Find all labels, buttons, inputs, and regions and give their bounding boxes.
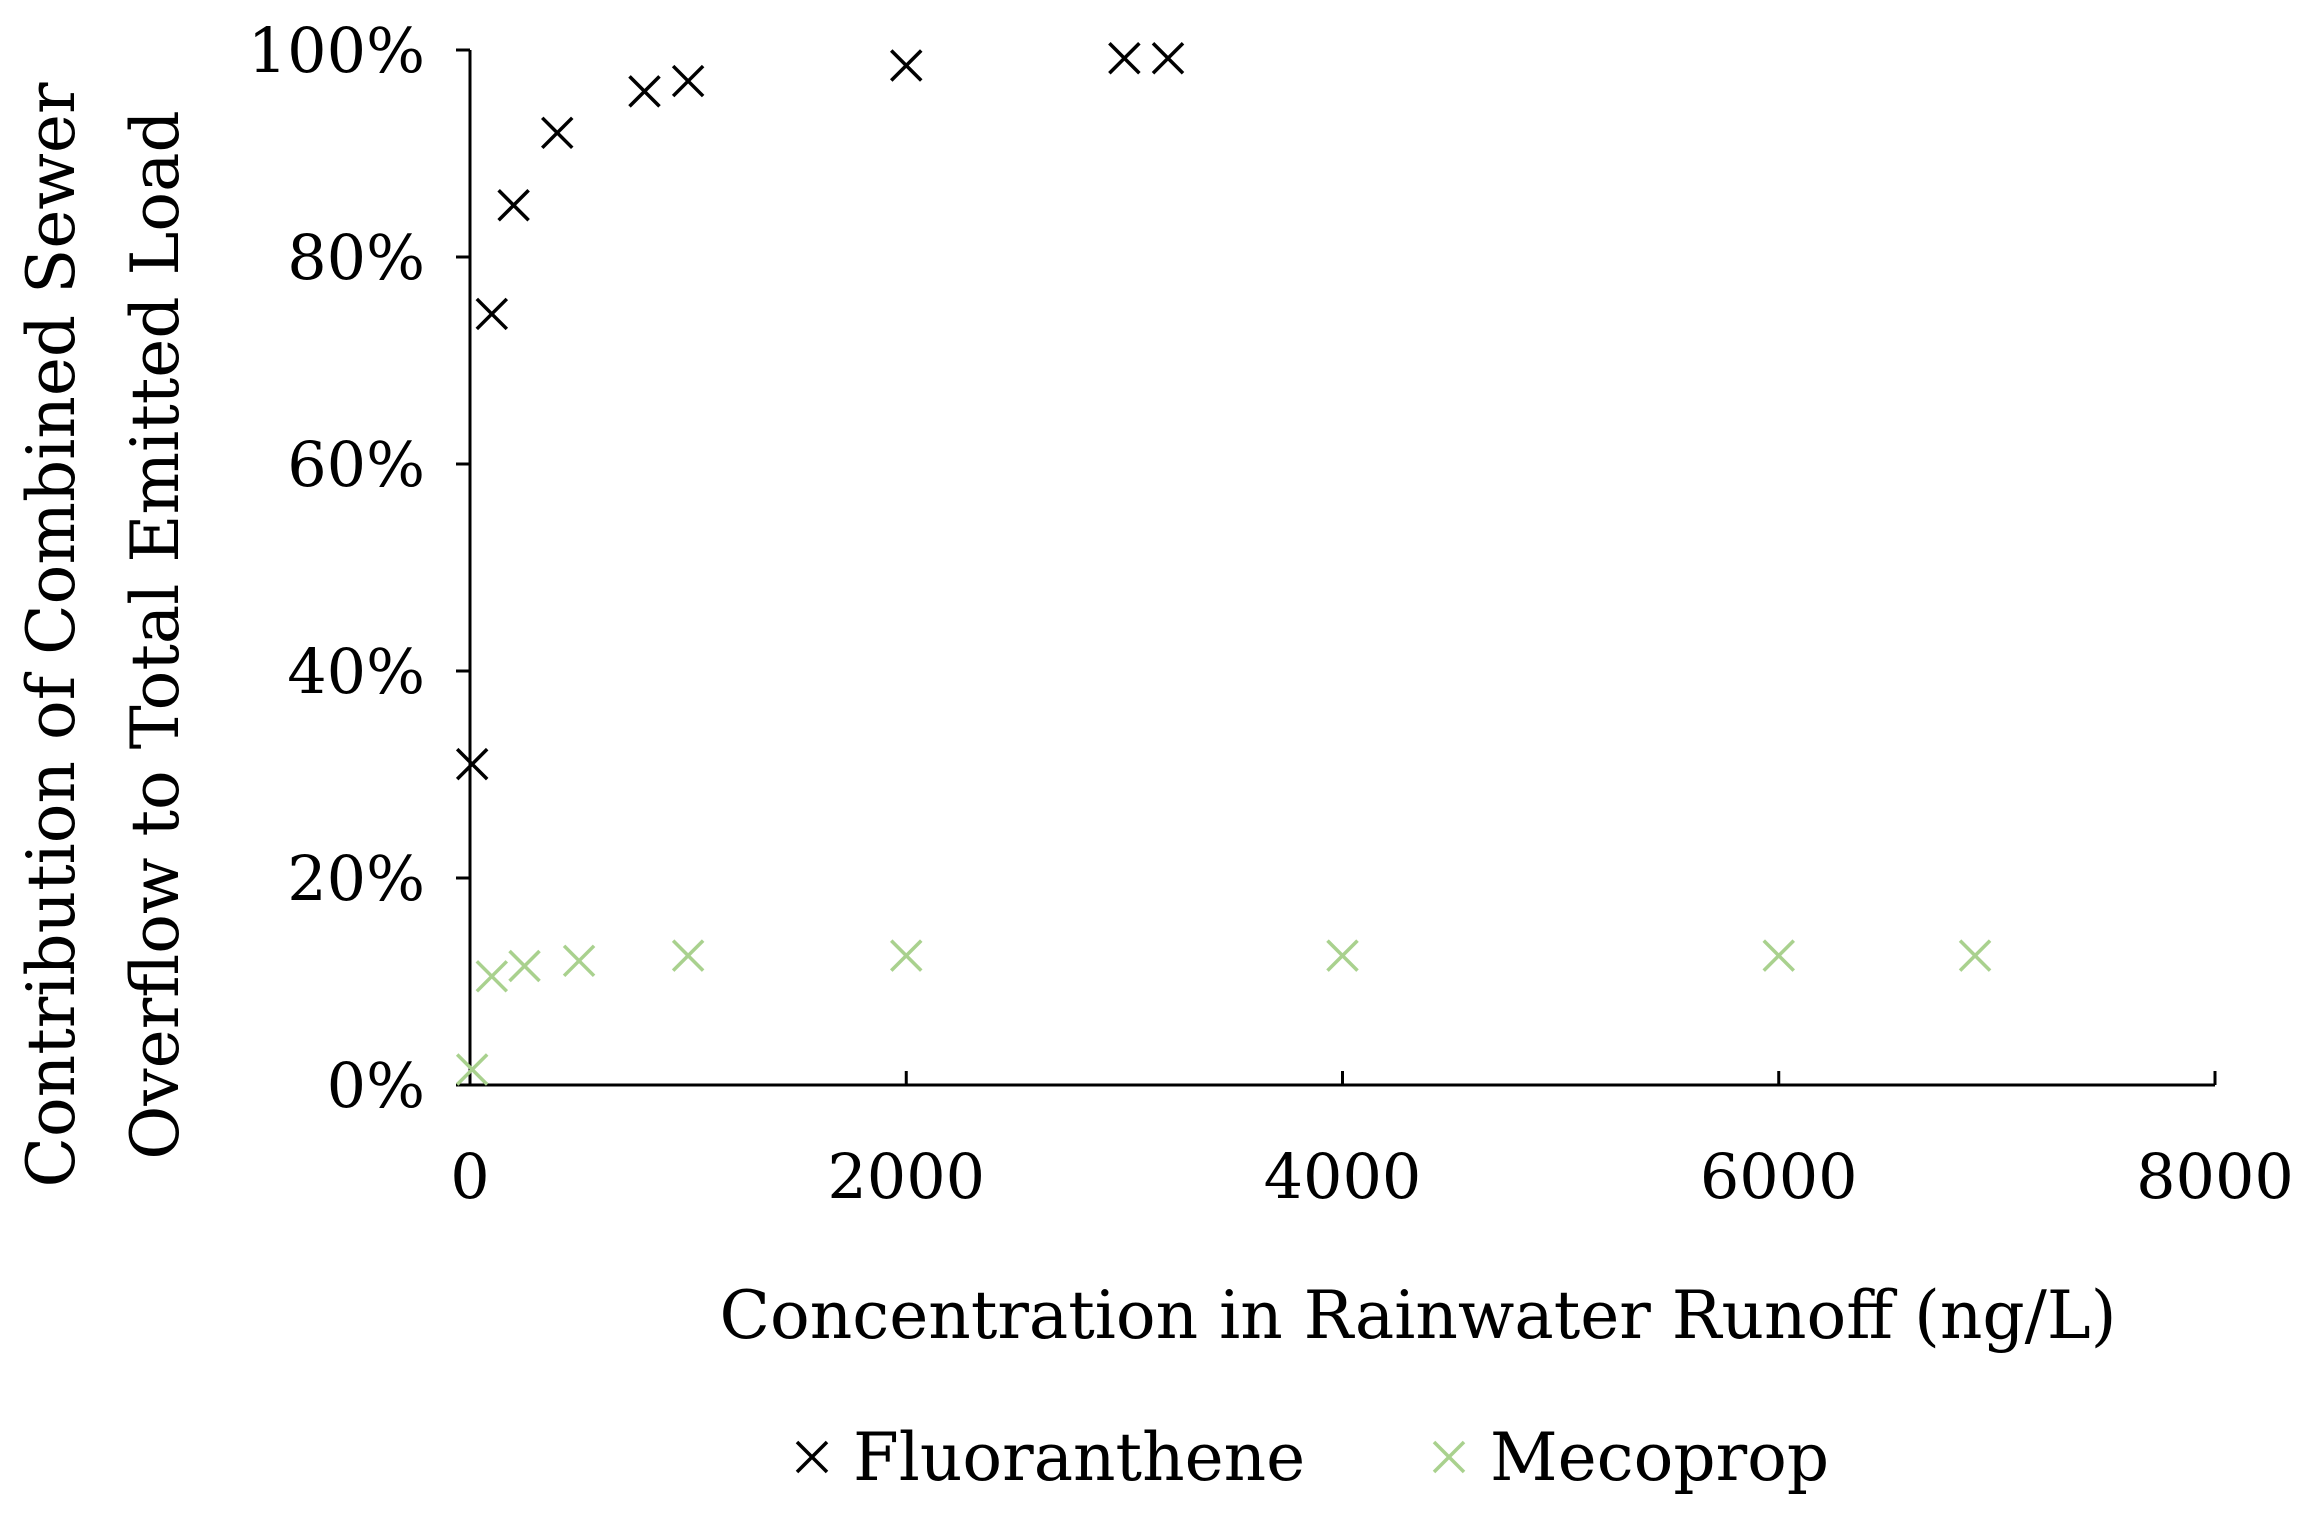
data-point-fluoranthene: [455, 747, 489, 781]
y-tick-label: 80%: [287, 221, 425, 294]
y-axis-title-line-1: Contribution of Combined Sewer: [13, 82, 90, 1187]
legend-label-mecoprop: Mecoprop: [1490, 1419, 1829, 1496]
data-point-mecoprop: [1958, 939, 1992, 972]
x-tick-label: 2000: [827, 1140, 985, 1213]
x-tick-label: 6000: [1700, 1140, 1858, 1213]
data-point-mecoprop: [475, 960, 509, 993]
data-point-mecoprop: [508, 949, 541, 983]
y-tick-label: 60%: [287, 428, 425, 501]
data-point-mecoprop: [671, 939, 705, 972]
legend-marker-mecoprop: [1432, 1440, 1466, 1474]
axes: [456, 48, 2217, 1087]
data-point-fluoranthene: [1108, 42, 1141, 75]
data-point-fluoranthene: [1151, 42, 1185, 75]
data-point-fluoranthene: [497, 189, 530, 222]
data-point-fluoranthene: [628, 75, 661, 108]
y-tick-label: 20%: [287, 842, 425, 915]
y-tick-label: 100%: [248, 14, 425, 87]
legend-label-fluoranthene: Fluoranthene: [853, 1419, 1305, 1496]
data-point-fluoranthene: [541, 116, 574, 150]
data-point-mecoprop: [455, 1053, 489, 1086]
data-point-mecoprop: [1326, 939, 1359, 972]
data-point-mecoprop: [1762, 939, 1795, 972]
y-tick-label: 40%: [287, 635, 425, 708]
y-tick-label: 0%: [327, 1049, 425, 1122]
y-axis-title-2: Overflow to Total Emitted Load: [117, 110, 194, 1159]
x-tick-label: 0: [450, 1140, 489, 1213]
tick-labels: 0% 20% 40% 60% 80% 100% 0 2000 4000 6000 8000: [248, 14, 2294, 1213]
x-tick-label: 8000: [2136, 1140, 2294, 1213]
legend: Fluoranthene Mecoprop: [795, 1419, 1829, 1496]
data-point-fluoranthene: [475, 297, 509, 331]
x-axis-title: Concentration in Rainwater Runoff (ng/L): [720, 1277, 2117, 1354]
data-point-fluoranthene: [671, 64, 705, 98]
data-point-mecoprop: [562, 944, 596, 978]
data-point-fluoranthene: [890, 49, 923, 82]
legend-marker-fluoranthene: [795, 1440, 829, 1474]
legend-x-fluoranthene: [795, 1440, 829, 1474]
y-axis-title: Contribution of Combined Sewer: [13, 82, 90, 1187]
data-point-mecoprop: [890, 939, 923, 972]
y-axis-title-line-2: Overflow to Total Emitted Load: [117, 110, 194, 1159]
data-points: [455, 42, 1992, 1086]
legend-x-mecoprop: [1432, 1440, 1466, 1474]
x-tick-label: 4000: [1264, 1140, 1422, 1213]
